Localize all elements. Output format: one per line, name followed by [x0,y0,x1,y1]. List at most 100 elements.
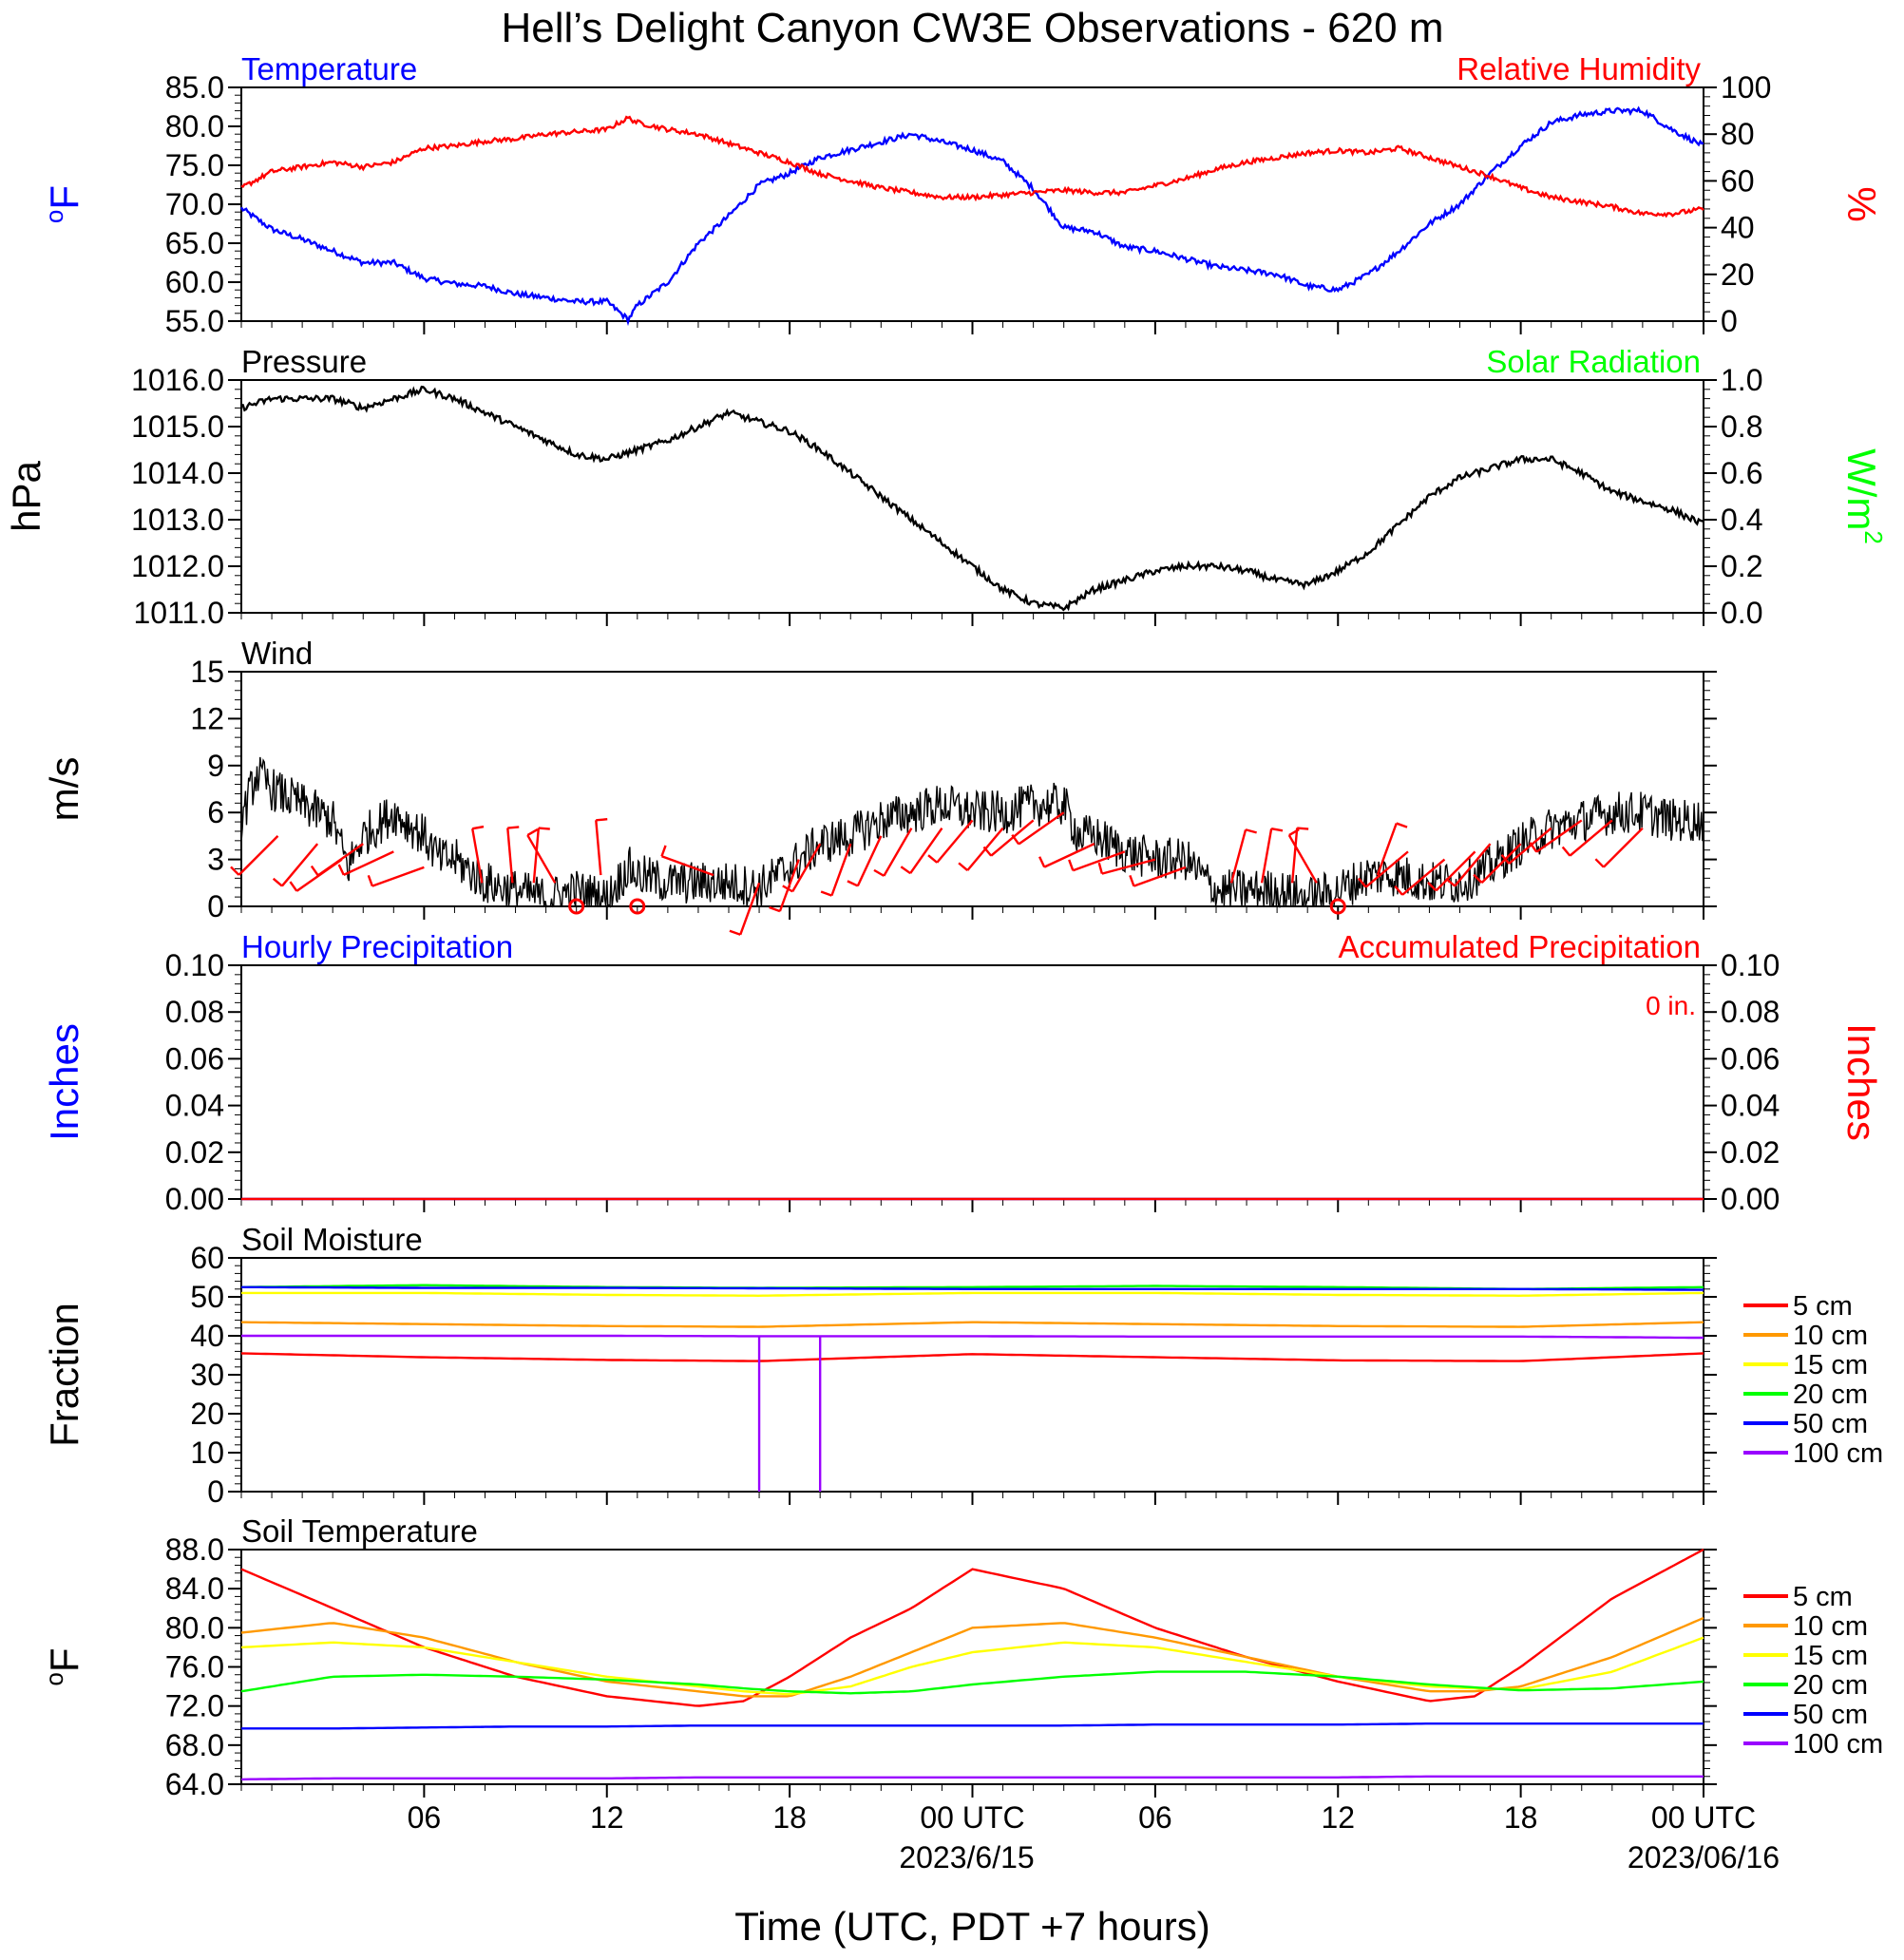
wind-barb-flag [1594,858,1605,868]
wind-barb [1569,819,1613,857]
x-date-label: 2023/06/16 [1628,1840,1780,1874]
y-axis-title-left: Inches [42,1023,86,1141]
y-tick-label: 65.0 [165,226,224,260]
wind-barb [1018,811,1065,846]
y-right-tick-label: 1.0 [1721,363,1762,397]
wind-barb-flag [596,818,608,822]
wind-barb [990,819,1035,857]
y-right-tick-label: 80 [1721,117,1755,151]
wind-barb [371,866,425,887]
panel-title-left: Pressure [241,344,367,379]
y-tick-label: 0.10 [165,948,224,982]
wind-barb-flag [1038,856,1046,868]
y-axis-title-left: oF [40,185,86,223]
y-right-tick-label: 40 [1721,211,1755,245]
wind-barb [1101,858,1156,875]
y-right-tick-label: 0.04 [1721,1089,1780,1123]
wind-barb [526,834,557,884]
plot-frame [240,379,1704,614]
y-tick-label: 0.04 [165,1089,224,1123]
y-tick-label: 80.0 [165,109,224,143]
panel-title-right: Solar Radiation [1486,344,1701,379]
y-tick-label: 84.0 [165,1571,224,1606]
panel-precip: 0.00 0.02 0.04 0.06 0.08 0.10 0.00 0.02 0.04 0.06… [42,929,1884,1216]
plot-frame [240,1549,1704,1785]
wind-barb-flag [1427,882,1438,892]
series-line-temp_rh-1 [240,115,1704,219]
wind-barb-flag [873,868,885,877]
y-axis-title-left: Fraction [42,1303,86,1447]
wind-barb-flag [272,877,283,887]
x-tick-label: 18 [772,1800,807,1835]
wind-barb-flag [982,846,993,857]
wind-barb-flag [1445,877,1457,887]
y-tick-label: 0 [207,1475,224,1509]
y-right-tick-label: 0.6 [1721,456,1762,490]
y-tick-label: 0.00 [165,1182,224,1216]
y-tick-label: 75.0 [165,148,224,182]
legend-label: 20 cm [1793,1670,1868,1701]
y-tick-label: 9 [207,749,224,783]
y-tick-label: 76.0 [165,1650,224,1684]
y-tick-label: 40 [190,1319,224,1353]
panel-soil_temperature: 64.0 68.0 72.0 76.0 80.0 84.0 88.0 Soil Tempera… [40,1513,1883,1801]
y-tick-label: 0 [207,889,224,923]
wind-barb [883,828,913,877]
series-line-soil_moisture-0 [240,1352,1704,1362]
wind-barb [1133,866,1187,887]
wind-barb-flag [538,827,550,830]
wind-barb [909,827,943,874]
wind-barb [661,855,714,877]
wind-barb [1229,828,1247,884]
y-axis-title-left: hPa [4,460,48,531]
y-axis-title-left: oF [40,1647,86,1685]
wind-barb-flag [1561,846,1571,857]
wind-barb-flag [1357,877,1367,888]
y-tick-label: 60 [190,1241,224,1275]
y-tick-label: 0.02 [165,1135,224,1170]
wind-barb-flag [820,890,832,897]
y-tick-label: 70.0 [165,187,224,221]
wind-barb-flag [526,828,539,837]
wind-barb [595,820,602,876]
panel-temp_rh: 55.0 60.0 65.0 70.0 75.0 80.0 85.0 0 20 40 60 80 100… [40,51,1884,338]
y-right-tick-label: 0.08 [1721,995,1780,1029]
wind-barb [1364,850,1409,888]
plot-frame [240,964,1704,1200]
y-tick-label: 15 [190,655,224,689]
wind-barb-flag [289,881,298,892]
calm-marker [568,898,585,915]
panel-title-left: Soil Temperature [241,1513,478,1549]
y-tick-label: 0.08 [165,995,224,1029]
y-axis-title-right: % [1839,186,1884,221]
wind-barb-flag [1500,853,1511,865]
legend-label: 15 cm [1793,1350,1868,1380]
panel-title-right: Accumulated Precipitation [1338,929,1701,964]
wind-barb [1454,843,1492,887]
panel-title-right: Relative Humidity [1457,51,1701,86]
wind-barb [471,828,484,884]
wind-barb-flag [472,825,485,830]
series-line-soil_moisture-4 [241,1285,1704,1291]
y-right-tick-label: 0.8 [1721,409,1762,444]
y-axis-title-right: Inches [1839,1023,1884,1141]
x-tick-label: 12 [590,1800,624,1835]
y-tick-label: 50 [190,1280,224,1314]
wind-barb [1535,819,1583,853]
x-axis-title: Time (UTC, PDT +7 hours) [734,1904,1210,1949]
legend-label: 50 cm [1793,1409,1868,1439]
y-right-tick-label: 100 [1721,70,1771,105]
panel-title-left: Soil Moisture [241,1222,423,1257]
wind-barb [238,835,279,876]
wind-barb [1435,850,1476,892]
wind-barb [1043,843,1095,868]
y-tick-label: 0.06 [165,1041,224,1075]
series-line-soil_temperature-4 [241,1722,1704,1730]
wind-barb-flag [1270,827,1284,832]
series-line-soil_moisture-5 [241,1334,1704,1340]
wind-barb-flag [310,865,319,877]
wind-barb-flag [507,826,520,829]
wind-barb [280,843,319,887]
y-tick-label: 3 [207,843,224,877]
wind-barb-flag [367,874,374,887]
